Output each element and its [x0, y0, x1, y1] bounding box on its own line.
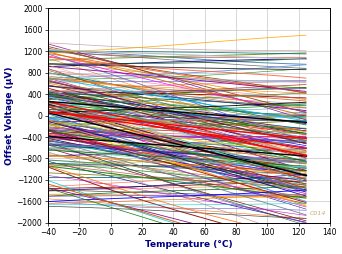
X-axis label: Temperature (°C): Temperature (°C) [145, 240, 233, 249]
Text: C014: C014 [309, 211, 326, 216]
Y-axis label: Offset Voltage (µV): Offset Voltage (µV) [5, 66, 14, 165]
